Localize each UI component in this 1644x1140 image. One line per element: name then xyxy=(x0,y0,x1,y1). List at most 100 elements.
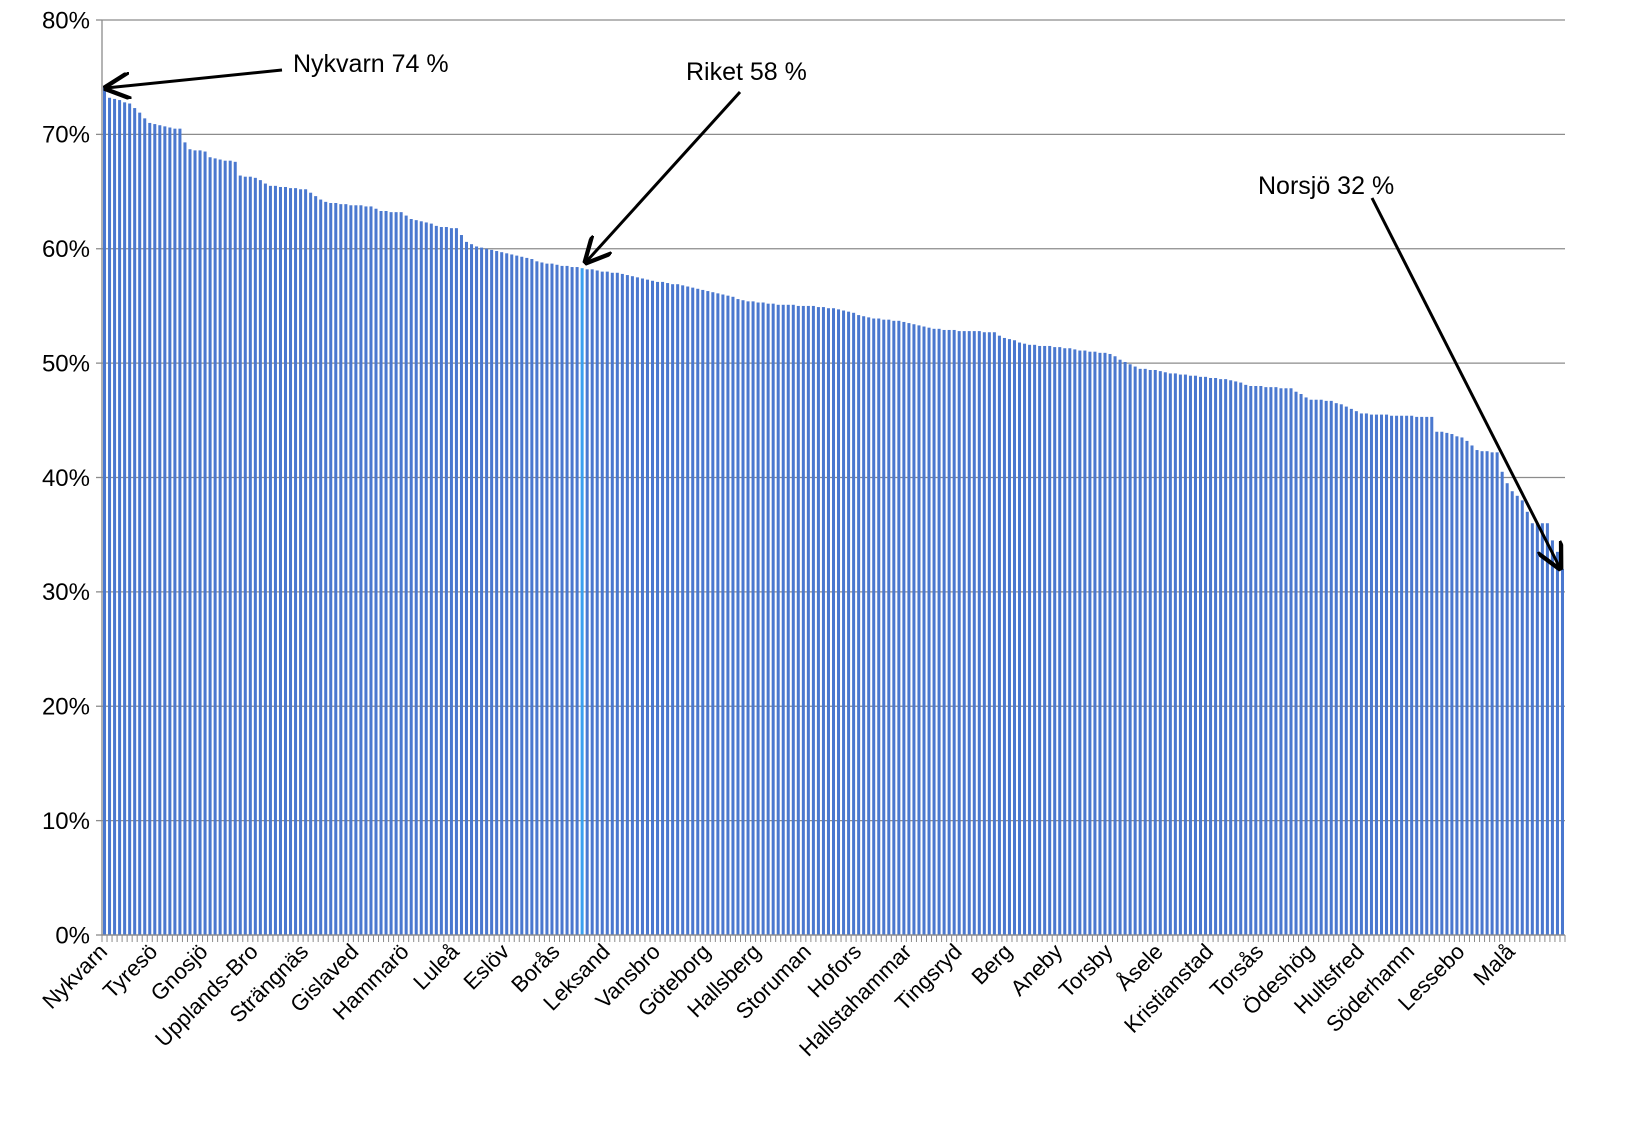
bar xyxy=(656,281,660,935)
bar xyxy=(1028,344,1032,935)
bar xyxy=(696,288,700,935)
bar xyxy=(645,279,649,936)
bar xyxy=(640,278,644,935)
bar xyxy=(289,188,293,936)
bar xyxy=(118,100,122,935)
bar xyxy=(168,127,172,935)
bar xyxy=(1229,380,1233,935)
x-axis-ticks xyxy=(101,935,1566,942)
bar xyxy=(459,235,463,935)
bar xyxy=(500,252,504,935)
bar xyxy=(977,331,981,936)
bar xyxy=(218,159,222,936)
bar xyxy=(927,327,931,935)
bar xyxy=(1012,340,1016,935)
bar xyxy=(942,329,946,935)
bar xyxy=(1178,374,1182,935)
bar xyxy=(419,221,423,936)
bar xyxy=(103,86,107,935)
bar xyxy=(384,211,388,936)
bar xyxy=(1410,415,1414,935)
bar xyxy=(600,271,604,935)
bar xyxy=(238,175,242,936)
bar xyxy=(857,315,861,935)
bar xyxy=(389,212,393,935)
x-tick-label: Luleå xyxy=(408,938,464,994)
bar xyxy=(444,227,448,936)
bar xyxy=(1038,345,1042,935)
bar xyxy=(434,225,438,935)
bar xyxy=(957,331,961,936)
bar xyxy=(1405,415,1409,935)
bar xyxy=(359,205,363,936)
bar xyxy=(947,329,951,935)
bar xyxy=(1455,436,1459,935)
bar xyxy=(897,320,901,935)
bar xyxy=(208,157,212,935)
bar xyxy=(1118,359,1122,936)
bar xyxy=(1158,371,1162,936)
bar xyxy=(907,323,911,935)
bar xyxy=(1515,495,1519,935)
bar xyxy=(771,303,775,935)
bar xyxy=(153,124,157,936)
bar xyxy=(686,286,690,935)
bar xyxy=(585,269,589,935)
bar xyxy=(821,307,825,935)
bar xyxy=(1244,384,1248,935)
bar xyxy=(847,311,851,935)
bar xyxy=(806,305,810,935)
bar xyxy=(349,205,353,936)
bar xyxy=(1098,352,1102,935)
bar xyxy=(188,149,192,935)
bar xyxy=(1500,471,1504,935)
bar xyxy=(309,192,313,936)
bar xyxy=(334,203,338,935)
bar xyxy=(1475,450,1479,935)
bar xyxy=(414,220,418,935)
bar xyxy=(324,201,328,935)
bar xyxy=(610,272,614,935)
bar xyxy=(630,276,634,935)
bar xyxy=(304,189,308,935)
annotation-arrow xyxy=(106,68,283,88)
bar xyxy=(439,227,443,936)
bar xyxy=(852,312,856,935)
bar xyxy=(1379,414,1384,935)
bar xyxy=(404,215,408,936)
bar xyxy=(987,332,991,935)
bar xyxy=(666,283,670,935)
bar xyxy=(1324,400,1328,935)
bar xyxy=(163,126,167,935)
bar xyxy=(605,271,609,935)
bar xyxy=(721,294,725,935)
bar xyxy=(962,331,966,936)
bar xyxy=(133,108,137,936)
bar xyxy=(1369,414,1373,935)
bar xyxy=(892,320,896,935)
bar xyxy=(1329,400,1333,935)
bar xyxy=(620,273,624,936)
bar xyxy=(751,301,755,935)
bar xyxy=(454,228,458,936)
bar xyxy=(505,253,509,935)
bar xyxy=(268,185,272,935)
y-tick-label: 50% xyxy=(42,350,90,377)
bar xyxy=(258,180,262,935)
bar xyxy=(1183,374,1187,935)
bar xyxy=(1204,376,1208,936)
bar xyxy=(248,176,252,936)
bar xyxy=(374,208,378,935)
x-tick-label: Malå xyxy=(1468,938,1520,990)
bar xyxy=(1555,551,1559,935)
bar xyxy=(560,265,564,935)
bar xyxy=(108,97,112,935)
bar xyxy=(228,160,232,935)
bar xyxy=(1108,353,1112,936)
bar xyxy=(369,206,373,935)
bar xyxy=(1400,415,1404,935)
bar xyxy=(952,329,956,935)
bar xyxy=(706,291,710,936)
bar xyxy=(314,196,318,935)
annotation: Norsjö 32 % xyxy=(1258,172,1394,200)
